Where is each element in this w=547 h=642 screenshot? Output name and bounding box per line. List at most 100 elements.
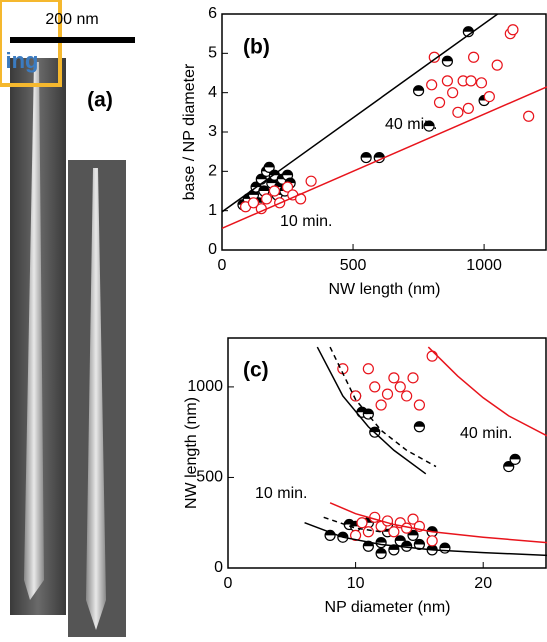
point <box>388 372 400 384</box>
point <box>381 388 394 400</box>
point <box>468 51 480 63</box>
plot-area <box>304 346 547 560</box>
y-tick-label: 6 <box>208 5 217 22</box>
point-fill <box>376 548 387 554</box>
point-fill <box>427 526 438 532</box>
point <box>462 102 474 115</box>
point <box>426 350 438 362</box>
point <box>281 181 294 193</box>
annotation: 40 min. <box>460 425 512 442</box>
annotation: (c) <box>243 359 269 382</box>
point-fill <box>439 543 450 549</box>
plot-area <box>222 14 547 230</box>
point-fill <box>395 535 406 541</box>
point <box>356 517 368 529</box>
point <box>375 399 387 411</box>
fit-line <box>427 346 547 437</box>
point <box>426 79 438 91</box>
fit-line <box>222 86 547 230</box>
point <box>350 529 362 542</box>
point <box>350 390 362 402</box>
point <box>305 175 317 187</box>
y-tick-label: 1000 <box>187 378 223 395</box>
point <box>407 513 419 525</box>
panel-label: (a) <box>87 89 113 112</box>
point-fill <box>264 162 275 168</box>
point <box>441 75 454 87</box>
logo-text: ing <box>6 48 39 73</box>
x-axis-title: NW length (nm) <box>328 281 440 298</box>
y-axis-title: NW length (nm) <box>183 397 200 509</box>
point-fill <box>361 152 372 158</box>
point-fill <box>424 121 435 127</box>
x-tick-label: 0 <box>224 575 233 592</box>
point <box>491 59 503 71</box>
point <box>426 535 438 547</box>
point <box>483 90 495 103</box>
scale-bar-label: 200 nm <box>45 11 98 28</box>
x-tick-label: 0 <box>218 257 227 274</box>
point-fill <box>258 186 269 191</box>
point <box>447 87 459 99</box>
scale-bar <box>10 37 135 43</box>
y-tick-label: 2 <box>208 163 217 180</box>
y-tick-label: 0 <box>208 241 217 258</box>
point-fill <box>401 541 412 547</box>
y-tick-label: 0 <box>214 559 223 576</box>
x-axis-title: NP diameter (nm) <box>325 599 451 616</box>
x-tick-label: 500 <box>340 257 367 274</box>
point-fill <box>427 544 438 550</box>
point <box>475 77 488 89</box>
y-tick-label: 500 <box>196 469 223 486</box>
point <box>433 96 446 109</box>
x-tick-label: 1000 <box>466 257 502 274</box>
point <box>507 24 519 36</box>
fit-line <box>329 346 437 468</box>
fit-line <box>316 346 427 475</box>
point <box>362 526 374 538</box>
x-tick-label: 10 <box>347 575 365 592</box>
point-fill <box>374 152 385 158</box>
point <box>268 185 281 197</box>
plot-frame <box>221 13 547 251</box>
point <box>260 193 273 205</box>
y-tick-label: 4 <box>208 84 217 101</box>
y-axis-title: base / NP diameter <box>181 63 198 200</box>
fit-line <box>222 14 499 213</box>
point-fill <box>510 454 521 460</box>
x-tick-label: 20 <box>474 575 492 592</box>
point-fill <box>414 539 425 545</box>
y-tick-label: 3 <box>208 123 217 140</box>
annotation: 10 min. <box>255 485 307 502</box>
fit-line <box>304 522 547 557</box>
point <box>369 381 381 393</box>
nanowire <box>86 168 106 630</box>
point <box>523 110 535 122</box>
plot-frame <box>227 337 547 569</box>
point <box>413 399 425 411</box>
point <box>407 372 419 384</box>
point <box>452 106 464 118</box>
point <box>362 363 374 375</box>
point-fill <box>413 85 424 91</box>
point <box>428 51 440 63</box>
point-fill <box>463 26 474 32</box>
y-tick-label: 1 <box>208 202 217 219</box>
point <box>388 526 400 538</box>
y-tick-label: 5 <box>208 45 217 62</box>
point <box>401 390 413 402</box>
point-fill <box>376 537 387 543</box>
point-fill <box>442 56 453 62</box>
point <box>394 381 406 393</box>
point <box>247 197 260 209</box>
point-fill <box>414 421 425 427</box>
annotation: (b) <box>243 36 270 59</box>
fit-line <box>329 502 547 544</box>
point-fill <box>282 170 293 176</box>
fit-line <box>323 516 382 533</box>
nanowire <box>24 62 44 600</box>
annotation: 10 min. <box>280 213 332 230</box>
point <box>465 75 477 87</box>
